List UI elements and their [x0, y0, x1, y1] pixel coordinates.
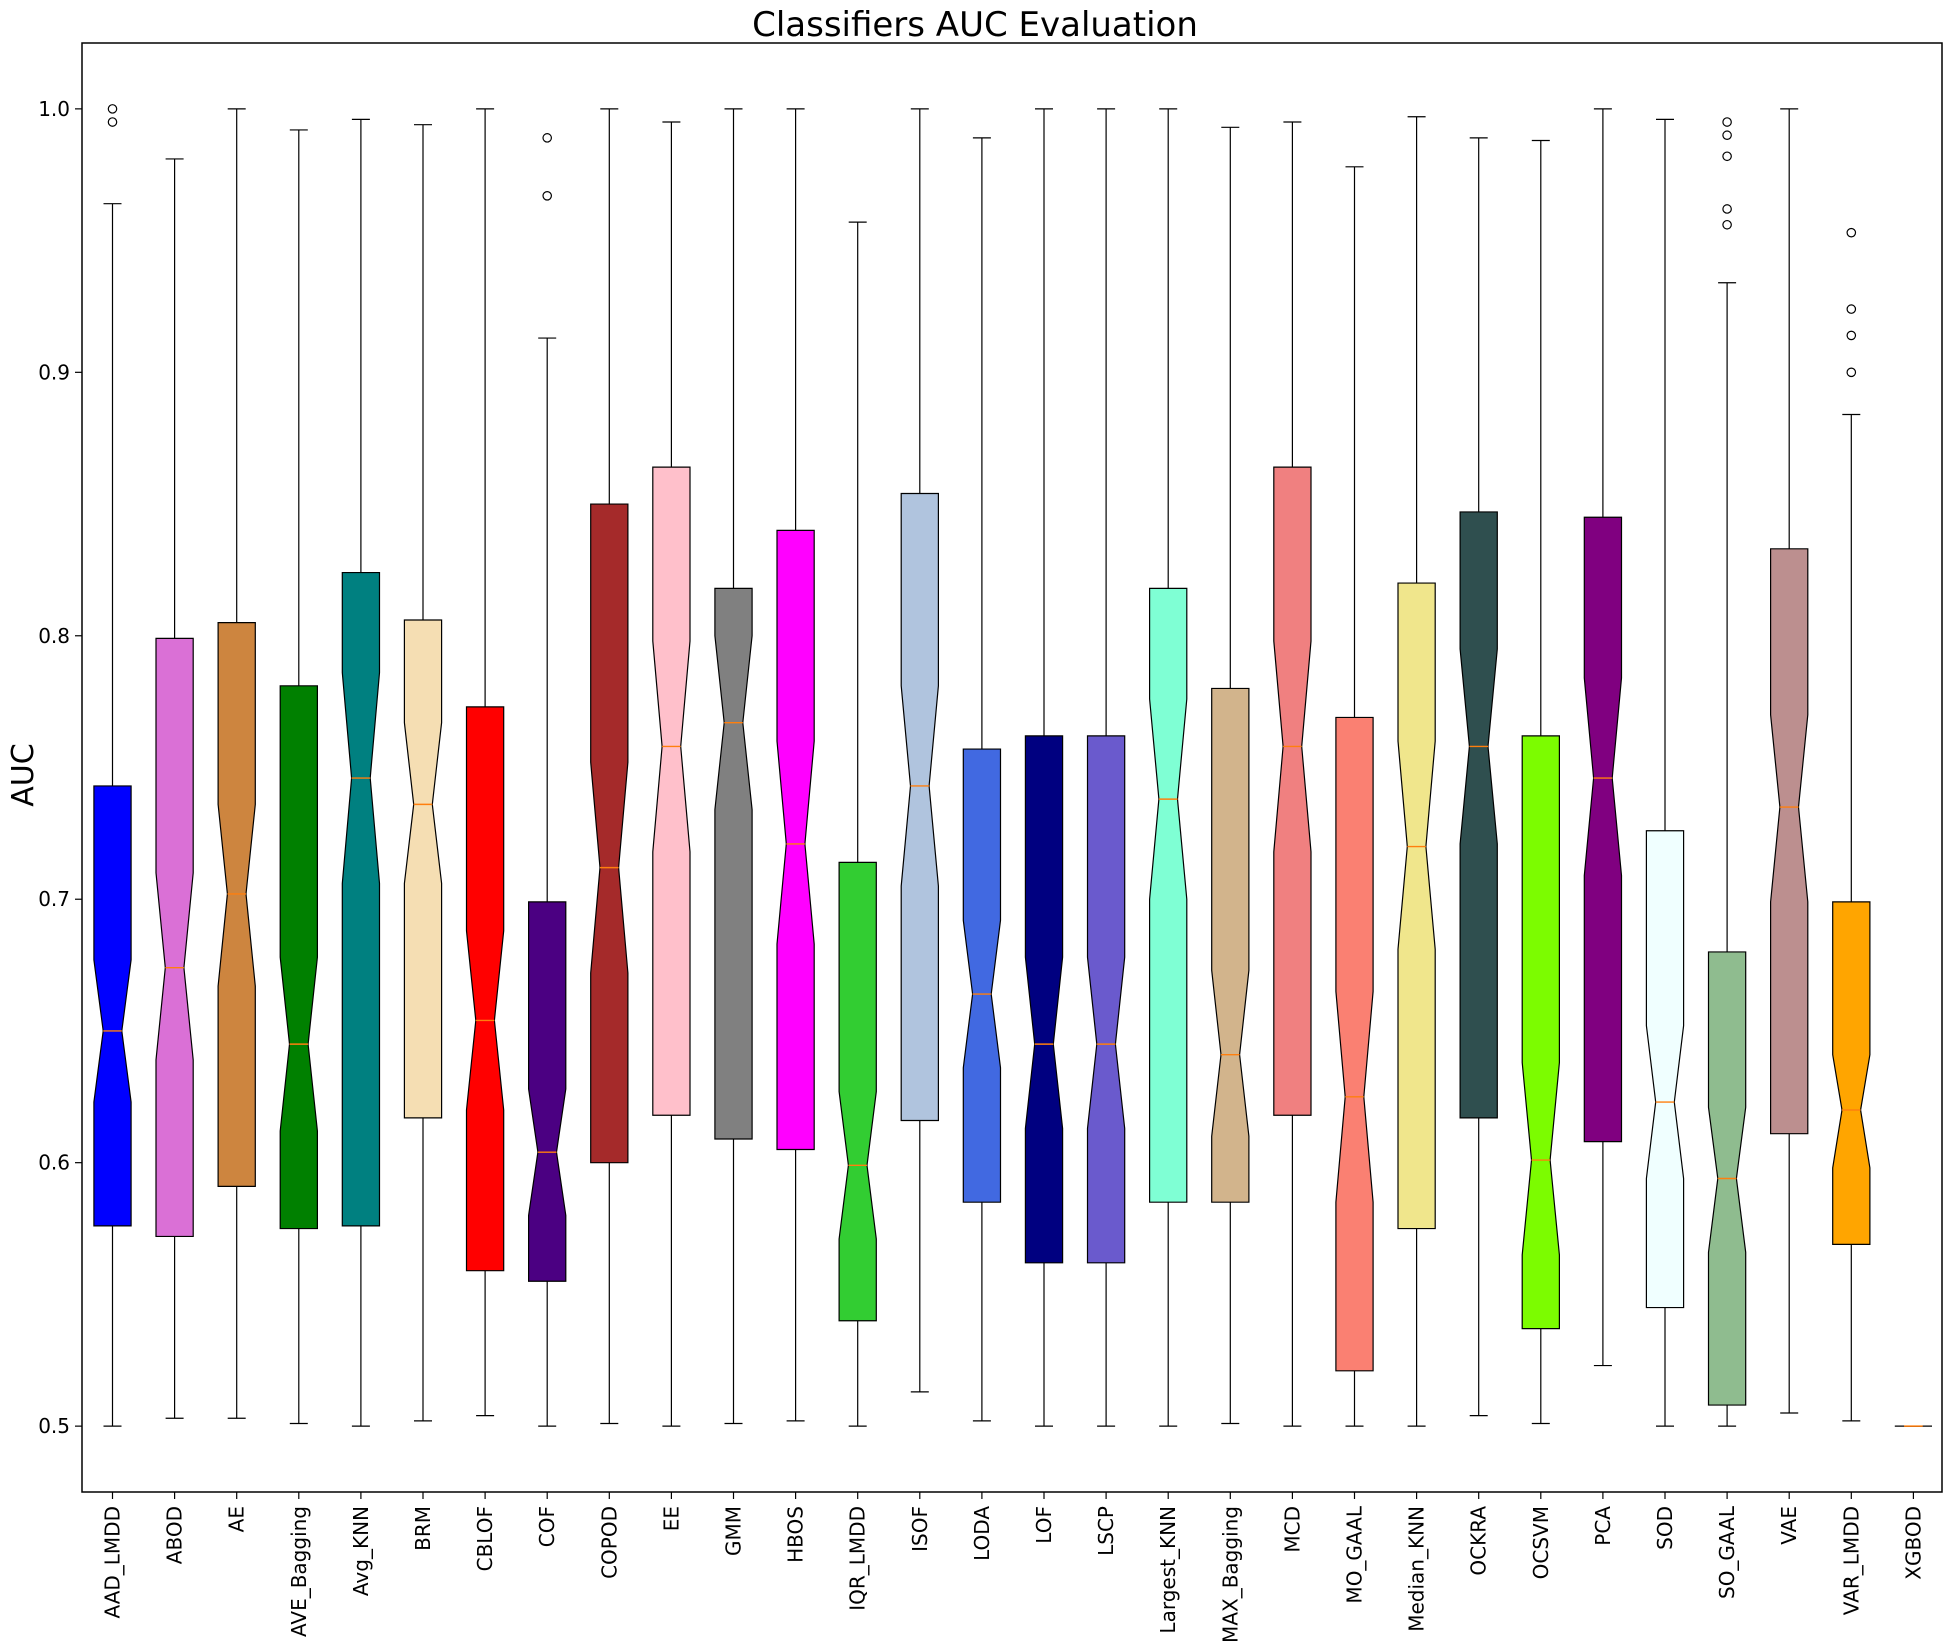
- x-tick-label-ae: AE: [225, 1506, 249, 1532]
- outlier-aad-lmdd: [107, 117, 118, 127]
- box-cblof: [465, 706, 505, 1272]
- box-isof: [900, 492, 940, 1122]
- box-avg-knn: [341, 571, 381, 1227]
- outlier-cof: [542, 133, 552, 143]
- box-copod: [590, 503, 629, 1164]
- box-ockra: [1459, 511, 1498, 1119]
- plot-area: 0.5 0.6 0.7 0.8 0.9 1.0 AAD_LMDD ABOD AE AVE_Bagg…: [38, 97, 1932, 1643]
- x-tick-label-lscp: LSCP: [1094, 1506, 1118, 1556]
- x-tick-label-so-gaal: SO_GAAL: [1715, 1505, 1739, 1599]
- x-tick-label-ave-bagging: AVE_Bagging: [287, 1506, 311, 1637]
- box-lof: [1024, 735, 1064, 1264]
- plot-frame: [81, 42, 1943, 1493]
- x-tick-label-median-knn: Median_KNN: [1405, 1506, 1429, 1632]
- x-tick-label-largest-knn: Largest_KNN: [1156, 1506, 1180, 1634]
- box-ee: [652, 466, 691, 1116]
- box-ae: [217, 621, 256, 1187]
- y-tick-label: 1.0: [38, 97, 70, 121]
- x-tick-label-ee: EE: [659, 1506, 683, 1531]
- x-tick-label-xgbod: XGBOD: [1901, 1506, 1925, 1580]
- outlier-var-lmdd: [1846, 367, 1857, 378]
- box-sod: [1645, 830, 1685, 1309]
- x-tick-label-cblof: CBLOF: [473, 1506, 497, 1571]
- x-tick-label-isof: ISOF: [908, 1506, 932, 1552]
- x-tick-label-cof: COF: [535, 1506, 559, 1547]
- box-aad-lmdd: [93, 785, 132, 1227]
- y-tick-label: 0.5: [38, 1414, 70, 1438]
- x-tick-label-abod: ABOD: [163, 1506, 187, 1564]
- x-tick-label-mcd: MCD: [1280, 1506, 1304, 1553]
- x-tick-label-mo-gaal: MO_GAAL: [1343, 1505, 1367, 1603]
- chart-title: Classifiers AUC Evaluation: [752, 5, 1198, 45]
- x-tick-label-vae: VAE: [1777, 1506, 1801, 1545]
- box-iqr-lmdd: [838, 861, 877, 1322]
- outlier-so-gaal: [1722, 219, 1732, 230]
- outlier-cof: [542, 191, 552, 201]
- box-max-bagging: [1211, 687, 1250, 1203]
- outlier-var-lmdd: [1846, 227, 1857, 238]
- x-tick-label-loda: LODA: [970, 1506, 994, 1561]
- outlier-so-gaal: [1722, 151, 1732, 162]
- box-ave-bagging: [279, 685, 318, 1230]
- box-median-knn: [1397, 582, 1436, 1230]
- x-tick-label-copod: COPOD: [597, 1506, 621, 1579]
- box-loda: [962, 748, 1002, 1203]
- x-tick-label-var-lmdd: VAR_LMDD: [1839, 1506, 1863, 1615]
- box-ocsvm: [1521, 735, 1561, 1330]
- box-cof: [527, 901, 567, 1282]
- x-tick-label-brm: BRM: [411, 1506, 435, 1551]
- box-largest-knn: [1148, 587, 1188, 1203]
- x-tick-label-ocsvm: OCSVM: [1529, 1506, 1553, 1579]
- box-abod: [155, 637, 194, 1238]
- y-tick-label: 0.7: [38, 887, 70, 911]
- x-tick-label-ockra: OCKRA: [1467, 1506, 1491, 1576]
- x-tick-label-pca: PCA: [1591, 1506, 1615, 1546]
- outlier-so-gaal: [1722, 130, 1732, 141]
- box-pca: [1583, 516, 1623, 1143]
- outlier-so-gaal: [1722, 117, 1732, 127]
- box-lscp: [1086, 735, 1126, 1264]
- box-gmm: [714, 587, 753, 1140]
- x-tick-label-avg-knn: Avg_KNN: [349, 1506, 373, 1596]
- x-tick-label-iqr-lmdd: IQR_LMDD: [846, 1506, 870, 1611]
- x-tick-label-lof: LOF: [1032, 1506, 1056, 1544]
- x-tick-label-gmm: GMM: [722, 1506, 746, 1556]
- x-tick-label-sod: SOD: [1653, 1506, 1677, 1550]
- y-tick-label: 0.9: [38, 360, 70, 384]
- outlier-var-lmdd: [1846, 304, 1857, 314]
- box-mo-gaal: [1335, 716, 1374, 1372]
- outlier-aad-lmdd: [107, 104, 118, 114]
- y-axis-label: AUC: [6, 743, 41, 806]
- y-tick-label: 0.6: [38, 1151, 70, 1175]
- x-tick-label-hbos: HBOS: [784, 1506, 808, 1563]
- box-hbos: [776, 529, 815, 1151]
- box-brm: [403, 619, 443, 1119]
- outlier-so-gaal: [1722, 204, 1732, 214]
- y-tick-label: 0.8: [38, 624, 70, 648]
- x-tick-label-aad-lmdd: AAD_LMDD: [101, 1506, 125, 1619]
- box-mcd: [1273, 466, 1312, 1116]
- x-tick-label-max-bagging: MAX_Bagging: [1218, 1506, 1242, 1643]
- box-vae: [1769, 548, 1809, 1135]
- outlier-var-lmdd: [1846, 330, 1857, 341]
- box-var-lmdd: [1832, 901, 1871, 1245]
